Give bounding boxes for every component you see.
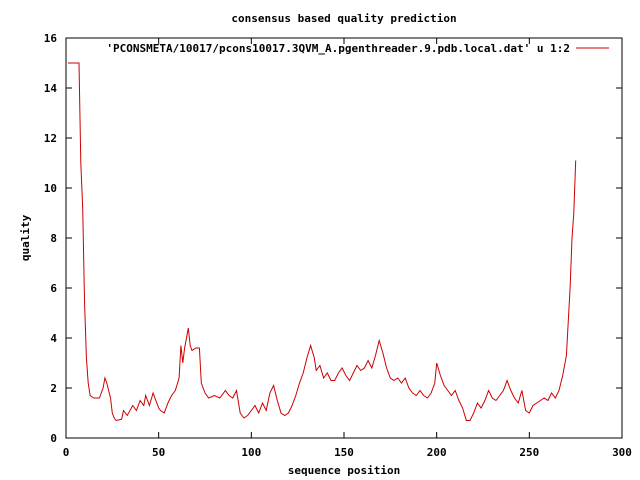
y-axis-label: quality: [19, 214, 32, 261]
x-axis-label: sequence position: [288, 464, 401, 477]
legend: 'PCONSMETA/10017/pcons10017.3QVM_A.pgent…: [106, 42, 609, 55]
x-tick-label: 150: [334, 446, 354, 459]
y-tick-label: 8: [50, 232, 57, 245]
y-tick-label: 0: [50, 432, 57, 445]
plot-frame: [65, 37, 623, 439]
y-tick-label: 14: [44, 82, 58, 95]
y-tick-label: 16: [44, 32, 58, 45]
y-tick-label: 10: [44, 182, 57, 195]
y-tick-label: 12: [44, 132, 57, 145]
x-tick-label: 0: [63, 446, 70, 459]
y-tick-label: 2: [50, 382, 57, 395]
chart-title: consensus based quality prediction: [231, 12, 456, 25]
y-tick-label: 4: [50, 332, 57, 345]
x-tick-label: 50: [152, 446, 165, 459]
x-tick-label: 100: [241, 446, 261, 459]
axis-ticks: 0 50 100 150 200 250 300 0 2 4 6 8 10 12 14 16: [44, 32, 632, 459]
legend-entry-label: 'PCONSMETA/10017/pcons10017.3QVM_A.pgent…: [106, 42, 570, 55]
series-line-quality: [67, 62, 577, 422]
x-tick-label: 200: [427, 446, 447, 459]
x-tick-label: 300: [612, 446, 632, 459]
x-tick-label: 250: [519, 446, 539, 459]
y-tick-label: 6: [50, 282, 57, 295]
